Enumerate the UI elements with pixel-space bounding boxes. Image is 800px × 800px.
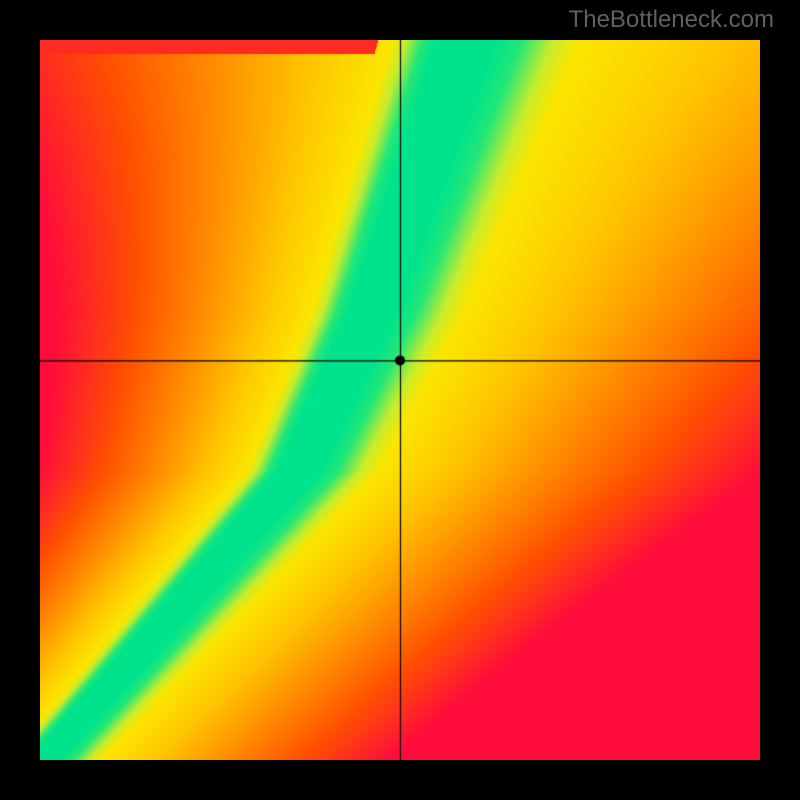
watermark-text: TheBottleneck.com xyxy=(569,6,774,34)
chart-stage: TheBottleneck.com xyxy=(0,0,800,800)
bottleneck-heatmap xyxy=(40,40,760,760)
